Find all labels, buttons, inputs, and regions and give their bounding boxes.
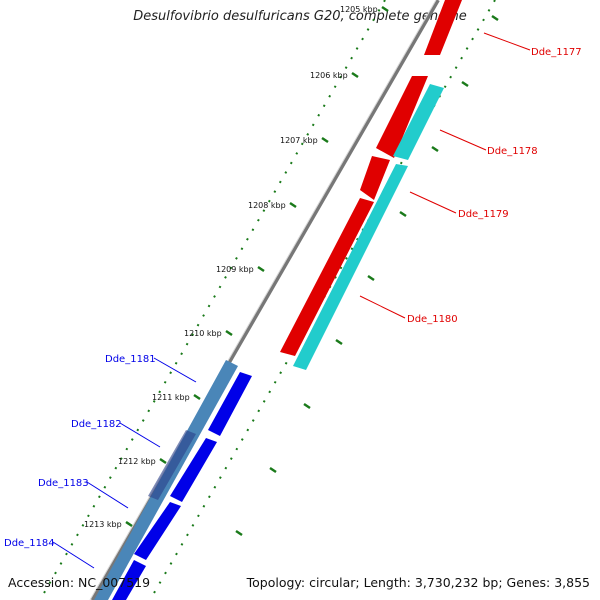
gene-arrow-dde-1177[interactable] — [424, 0, 462, 55]
accession-text: Accession: NC_007519 — [8, 575, 151, 590]
gene-label-dde-1183[interactable]: Dde_1183 — [38, 478, 89, 489]
kbp-tick-mark — [461, 80, 469, 88]
kbp-tick-mark — [491, 14, 499, 22]
feature-band-cyan — [293, 84, 444, 370]
gene-label-dde-1184[interactable]: Dde_1184 — [4, 538, 55, 549]
kbp-tick-mark — [159, 457, 167, 465]
kbp-tick-label: 1213 kbp — [84, 520, 122, 529]
kbp-tick-mark — [193, 393, 201, 401]
reverse-genes — [112, 372, 252, 600]
kbp-tick-label: 1210 kbp — [184, 329, 222, 338]
kbp-tick-label: 1206 kbp — [310, 71, 348, 80]
kbp-tick-label: 1209 kbp — [216, 265, 254, 274]
gene-arrow-dde-1183[interactable] — [134, 502, 181, 560]
kbp-tick-label: 1207 kbp — [280, 136, 318, 145]
forward-genes — [280, 0, 462, 356]
gene-arrow-dde-1184[interactable] — [112, 560, 146, 600]
kbp-tick-label: 1212 kbp — [118, 457, 156, 466]
topology-text: Topology: circular; Length: 3,730,232 bp… — [246, 575, 590, 590]
kbp-tick-mark — [289, 201, 297, 209]
kbp-tick-mark — [235, 529, 243, 537]
gene-label-dde-1178[interactable]: Dde_1178 — [487, 146, 538, 157]
kbp-tick-mark — [367, 274, 375, 282]
kbp-tick-label: 1211 kbp — [152, 393, 190, 402]
kbp-tick-mark — [303, 402, 311, 410]
kbp-tick-mark — [269, 466, 277, 474]
gene-label-dde-1181[interactable]: Dde_1181 — [105, 354, 156, 365]
kbp-tick-mark — [335, 338, 343, 346]
kbp-tick-mark — [431, 145, 439, 153]
kbp-tick-mark — [257, 265, 265, 273]
map-title: Desulfovibrio desulfuricans G20, complet… — [133, 9, 467, 24]
kbp-tick-label: 1205 kbp — [340, 5, 378, 14]
kbp-tick-mark — [125, 520, 133, 528]
gene-label-dde-1180[interactable]: Dde_1180 — [407, 314, 458, 325]
gene-arrow-dde-1180[interactable] — [280, 198, 374, 356]
gene-label-dde-1177[interactable]: Dde_1177 — [531, 47, 582, 58]
feature-band-steel — [94, 360, 238, 600]
gene-arrow-dde-1178[interactable] — [376, 76, 428, 158]
gene-label-dde-1182[interactable]: Dde_1182 — [71, 419, 122, 430]
gene-arrow-dde-1179[interactable] — [360, 156, 390, 200]
kbp-tick-mark — [225, 329, 233, 337]
kbp-tick-mark — [321, 136, 329, 144]
kbp-tick-mark — [381, 5, 389, 13]
gene-arrow-dde-1182[interactable] — [170, 438, 217, 502]
kbp-tick-mark — [399, 210, 407, 218]
gene-label-dde-1179[interactable]: Dde_1179 — [458, 209, 509, 220]
kbp-tick-label: 1208 kbp — [248, 201, 286, 210]
kbp-tick-mark — [351, 71, 359, 79]
gene-arrow-dde-1181[interactable] — [208, 372, 252, 436]
